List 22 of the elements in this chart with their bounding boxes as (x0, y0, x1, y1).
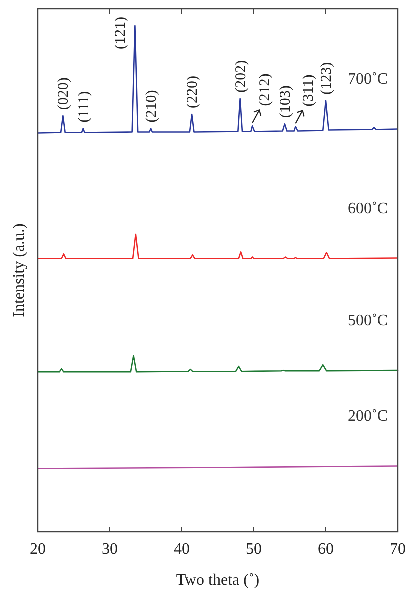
annotation: (123) (319, 62, 335, 95)
annotation: (212) (258, 74, 274, 106)
x-axis-title: Two theta (˚) (176, 572, 260, 589)
x-tick-label: 30 (102, 541, 118, 558)
annotation: (111) (76, 91, 92, 123)
y-axis-title: Intensity (a.u.) (11, 224, 28, 318)
annotation: (121) (113, 17, 130, 50)
annotation: (103) (278, 86, 294, 118)
x-tick-label: 20 (30, 541, 46, 558)
annotation: (210) (144, 90, 160, 123)
annotation: (311) (300, 74, 317, 107)
x-tick-label: 70 (390, 541, 406, 558)
annotation: (220) (185, 76, 202, 109)
x-tick-label: 40 (174, 541, 190, 558)
series-label: 700˚C (348, 71, 388, 88)
annotation: (020) (56, 78, 72, 110)
text: 600˚C (348, 200, 388, 218)
x-tick-label: 50 (246, 541, 262, 558)
text: 500˚C (348, 312, 388, 330)
annotation: (202) (233, 60, 250, 93)
x-tick-label: 60 (318, 541, 334, 558)
text: 200˚C (348, 408, 388, 426)
